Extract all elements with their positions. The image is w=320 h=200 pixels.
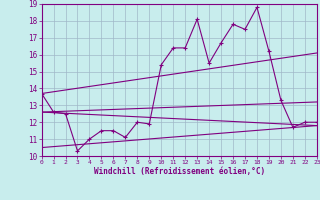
X-axis label: Windchill (Refroidissement éolien,°C): Windchill (Refroidissement éolien,°C) bbox=[94, 167, 265, 176]
